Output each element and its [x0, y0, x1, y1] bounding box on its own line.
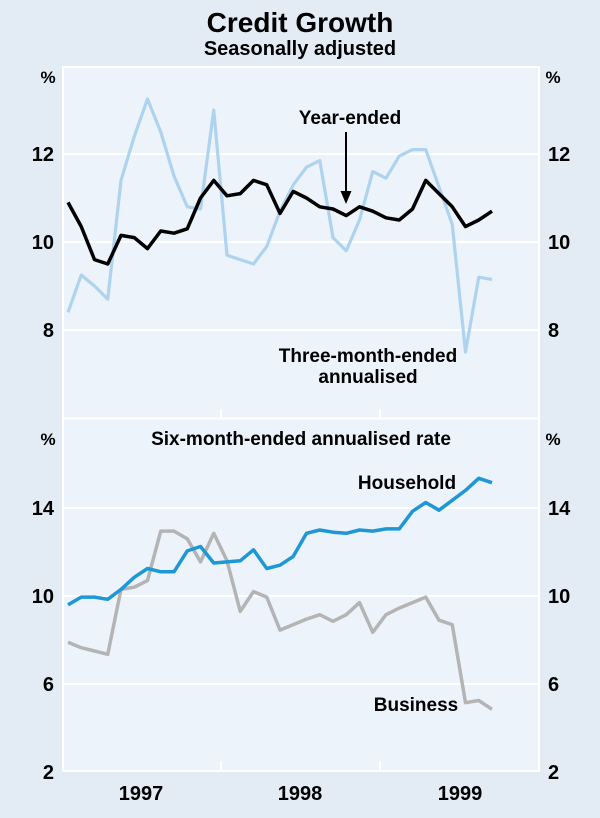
series-line-year-ended: [66, 178, 493, 266]
x-axis-label-1997: 1997: [119, 783, 164, 805]
chart-frame: [62, 66, 540, 772]
series-label-year-ended: Year-ended: [299, 108, 401, 129]
unit-label-bottom-left: %: [40, 430, 55, 449]
series-label-three-month-line2: annualised: [318, 367, 417, 388]
year-ended-annotation-arrow: [340, 132, 352, 204]
x-axis-label-1998: 1998: [278, 783, 323, 805]
chart-subtitle: Seasonally adjusted: [204, 38, 396, 60]
y-tick-label-right-10: 10: [548, 232, 570, 254]
y-tick-label-right-14: 14: [548, 498, 571, 520]
series-line-household: [67, 476, 493, 607]
series-line-business: [67, 529, 493, 711]
chart-title: Credit Growth: [207, 7, 394, 38]
y-tick-label-left-14: 14: [32, 498, 55, 520]
unit-label-bottom-right: %: [545, 430, 560, 449]
x-axis-label-1999: 1999: [438, 783, 483, 805]
series-label-three-month-line1: Three-month-ended: [279, 346, 457, 367]
series-label-business: Business: [374, 695, 458, 716]
y-tick-label-left-6: 6: [43, 674, 54, 696]
unit-label-top-right: %: [545, 68, 560, 87]
y-tick-label-right-10: 10: [548, 586, 570, 608]
y-tick-label-left-10: 10: [32, 586, 54, 608]
chart-labels: Credit Growth Seasonally adjusted % % % …: [40, 7, 560, 805]
y-tick-label-left-10: 10: [32, 232, 54, 254]
y-tick-label-right-12: 12: [548, 144, 570, 166]
y-tick-label-right-6: 6: [548, 674, 559, 696]
bottom-panel-title: Six-month-ended annualised rate: [151, 429, 451, 450]
series-label-household: Household: [358, 473, 456, 494]
series-layer: [66, 97, 493, 711]
arrow-head: [340, 191, 352, 204]
y-tick-label-left-12: 12: [32, 144, 54, 166]
y-tick-label-left-8: 8: [43, 320, 54, 342]
gridlines-layer: 8 8 10 10 12 12 2 2 6 6 10 10 14 14: [32, 144, 571, 784]
y-tick-label-right-8: 8: [548, 320, 559, 342]
unit-label-top-left: %: [40, 68, 55, 87]
y-tick-label-left-2: 2: [43, 762, 54, 784]
y-tick-label-right-2: 2: [548, 762, 559, 784]
